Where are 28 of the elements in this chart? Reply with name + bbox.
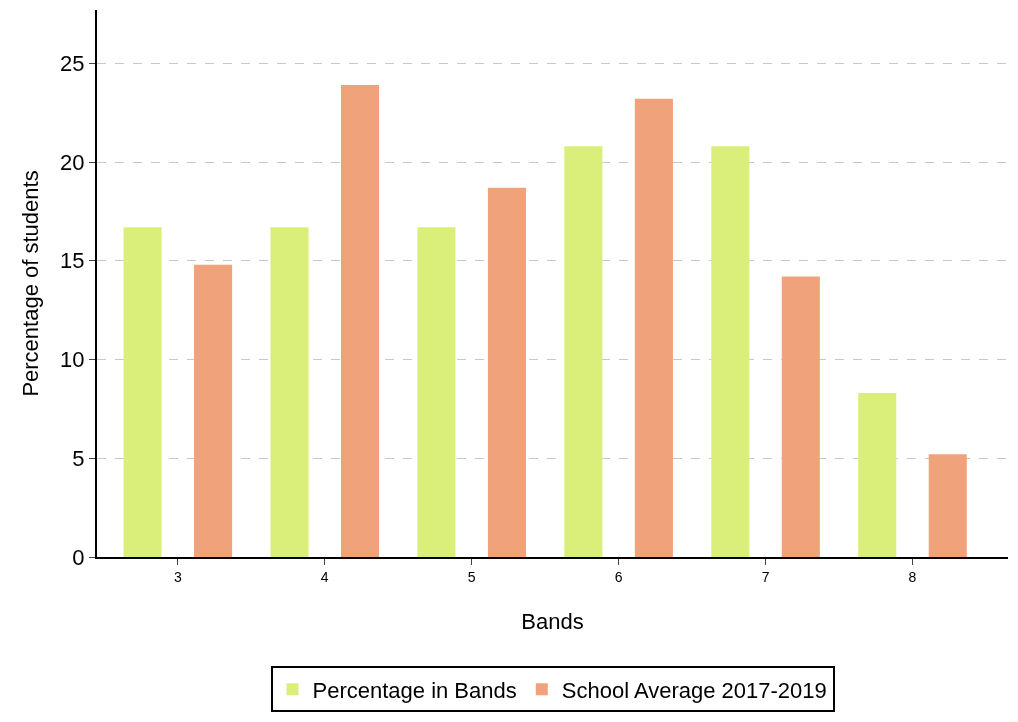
bar [340, 85, 380, 557]
x-tick-label: 3 [173, 568, 182, 585]
x-tick-label: 5 [467, 568, 476, 585]
y-tick-label: 0 [72, 544, 85, 570]
x-tick-label: 7 [761, 568, 770, 585]
bar [194, 264, 233, 557]
legend-label: Percentage in Bands [312, 677, 517, 703]
bar [123, 227, 162, 557]
y-tick-label: 25 [60, 51, 85, 77]
y-tick-label: 20 [60, 149, 85, 175]
bar [270, 227, 309, 557]
y-axis-title: Percentage of students [18, 170, 44, 397]
legend-label: School Average 2017-2019 [561, 677, 827, 703]
bar [564, 146, 603, 557]
bar [858, 393, 897, 557]
x-tick-label: 4 [320, 568, 329, 585]
x-tick-label: 8 [908, 568, 917, 585]
y-tick-label: 15 [60, 248, 85, 274]
bar [634, 98, 673, 557]
y-tick-label: 5 [72, 445, 85, 471]
y-tick-label: 10 [60, 347, 85, 373]
bar [928, 454, 967, 557]
x-axis-title: Bands [521, 609, 584, 635]
bar [711, 146, 750, 557]
x-tick-label: 6 [614, 568, 623, 585]
bar [487, 187, 526, 557]
bar [781, 276, 820, 557]
bar [417, 227, 456, 557]
